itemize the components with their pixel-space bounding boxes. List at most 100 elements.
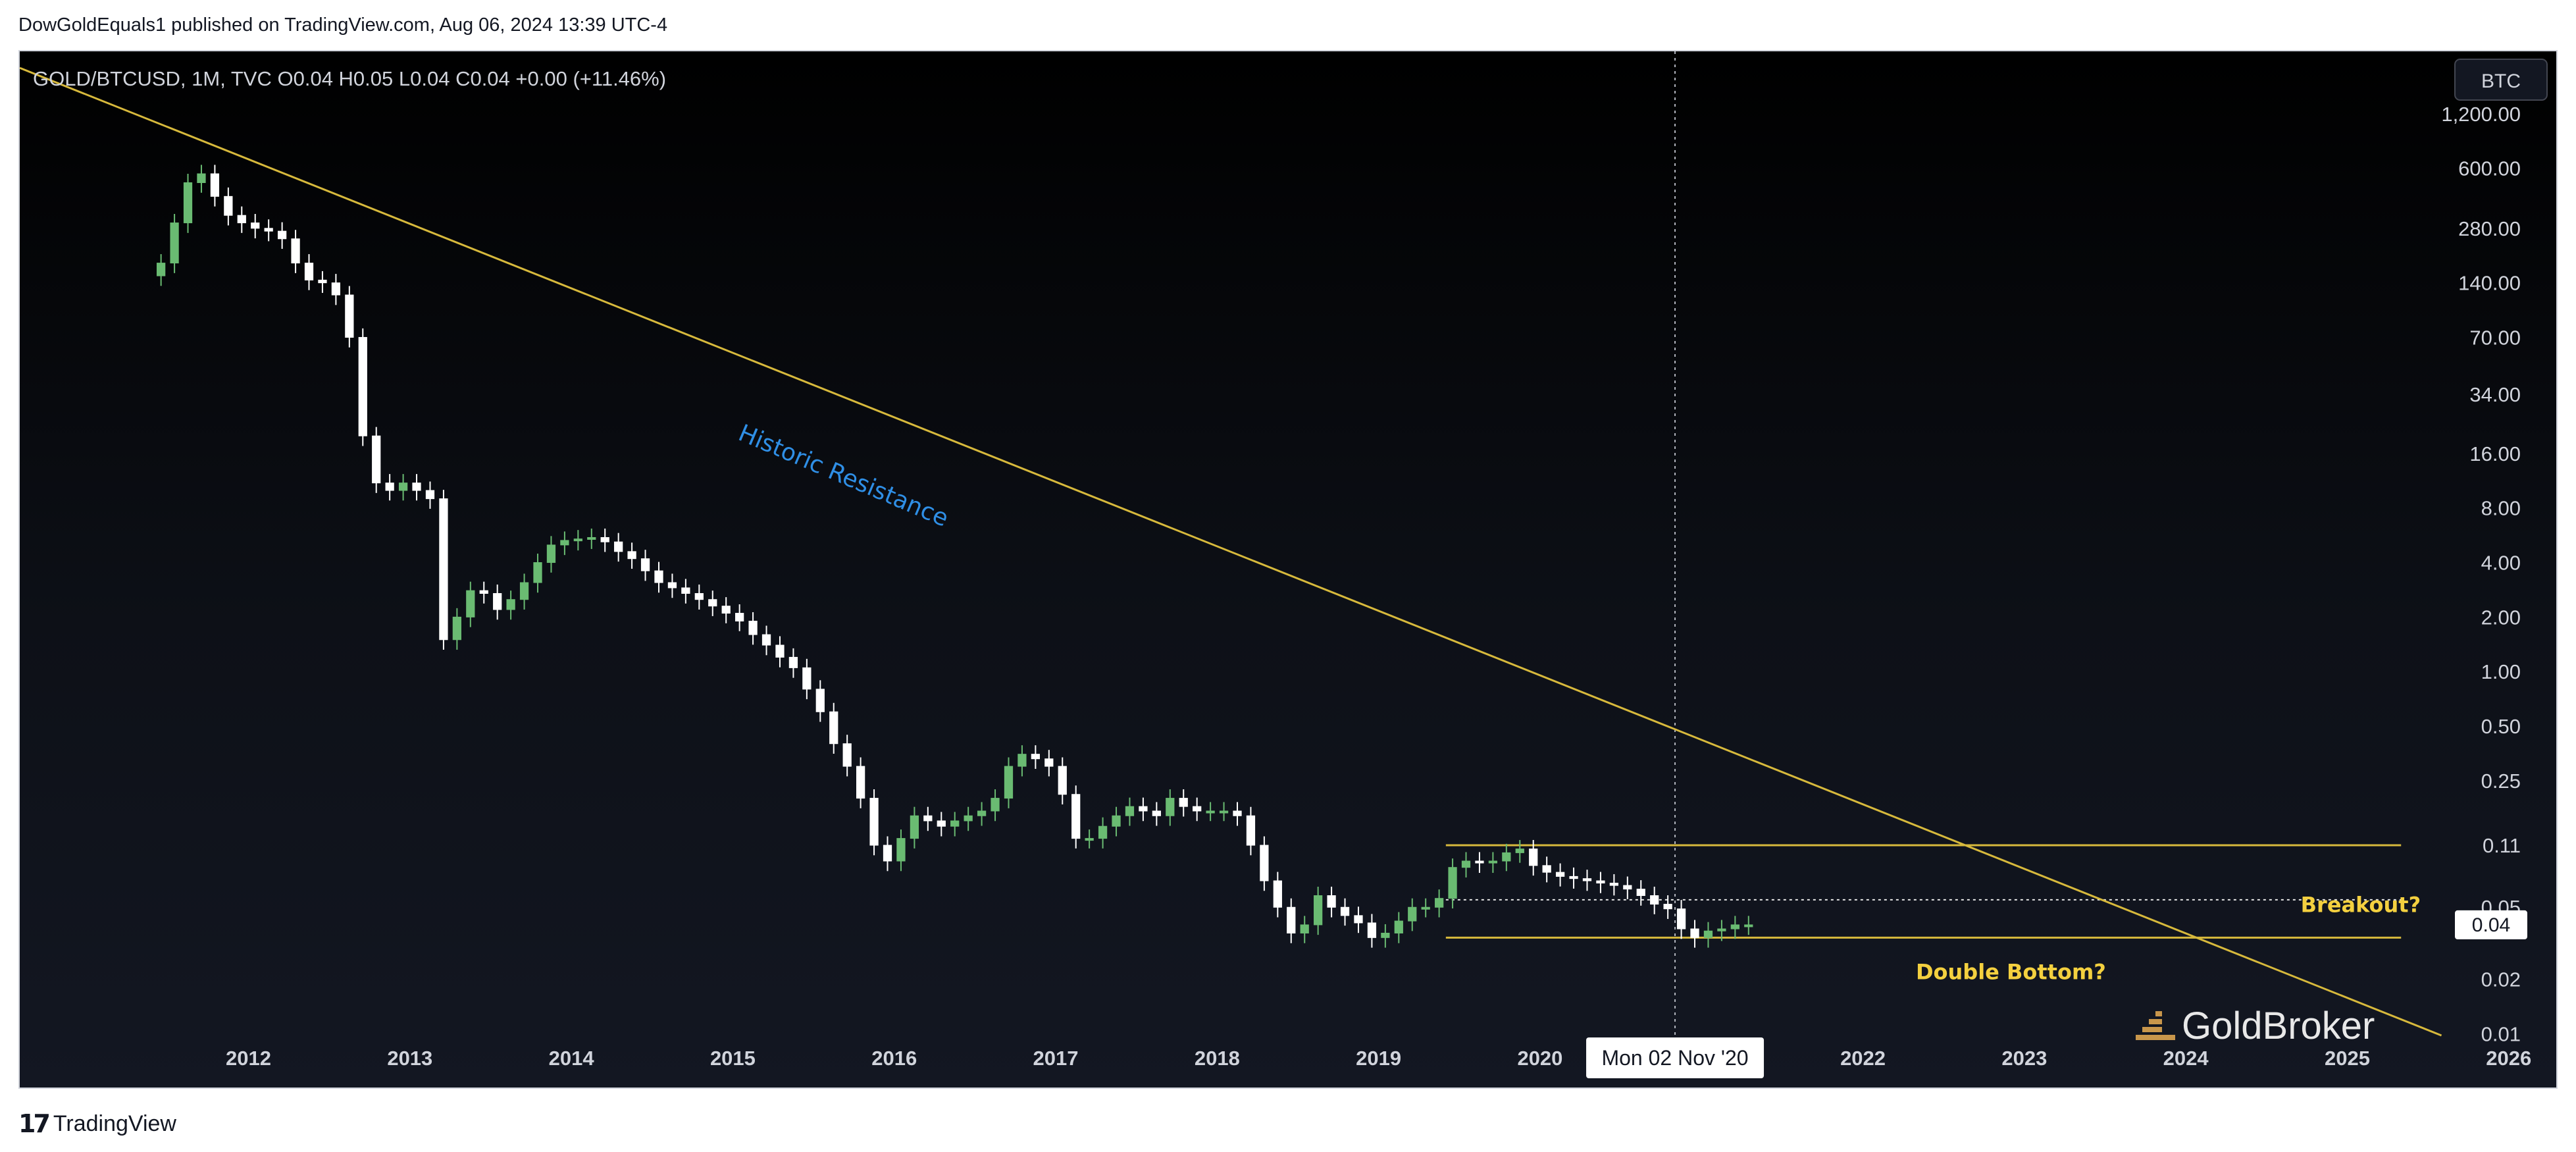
candle-body [1004, 766, 1014, 799]
candle-body [210, 173, 220, 197]
x-axis-tick-label: 2014 [549, 1047, 595, 1070]
x-axis-tick-label: 2017 [1033, 1047, 1079, 1070]
candle-body [910, 815, 919, 839]
candle-body [1502, 852, 1511, 862]
crosshair-date-label: Mon 02 Nov '20 [1601, 1046, 1748, 1070]
x-axis-tick-label: 2013 [387, 1047, 432, 1070]
goldbroker-watermark: GoldBroker [2136, 1005, 2375, 1047]
x-axis-tick-label: 2018 [1195, 1047, 1240, 1070]
candle-body [788, 656, 798, 668]
chart-annotation: Double Bottom? [1916, 960, 2106, 985]
candle-body [264, 228, 273, 232]
candle-body [304, 263, 314, 280]
candle-body [640, 558, 650, 571]
goldbroker-watermark-text: GoldBroker [2182, 1005, 2375, 1047]
x-axis-tick-label: 2012 [226, 1047, 271, 1070]
x-axis-tick-label: 2025 [2325, 1047, 2370, 1070]
candle-body [775, 644, 785, 658]
candle-body [1354, 915, 1363, 924]
y-axis-tick-label: 2.00 [2481, 606, 2521, 629]
candle-body [748, 621, 758, 635]
candle-body [1461, 860, 1471, 868]
candle-body [157, 263, 166, 276]
candle-body [977, 810, 987, 816]
candle-body [991, 798, 1000, 812]
candle-body [829, 711, 838, 745]
candle-body [923, 815, 933, 822]
candle-body [1219, 810, 1229, 814]
candle-body [1340, 906, 1350, 916]
candle-body [802, 667, 811, 690]
goldbroker-logo-bar-icon [2136, 1035, 2175, 1040]
candle-body [708, 599, 717, 607]
candle-body [1636, 889, 1645, 897]
candle-body [1058, 766, 1067, 795]
candle-body [614, 541, 623, 552]
tradingview-logo-icon: 17 [18, 1109, 51, 1138]
candle-body [1085, 838, 1094, 841]
x-axis-tick-label: 2022 [1840, 1047, 1886, 1070]
candle-body [1744, 924, 1753, 928]
candle-body [1582, 878, 1592, 881]
candle-body [1367, 922, 1377, 938]
candle-body [331, 282, 341, 296]
y-axis-tick-label: 140.00 [2458, 272, 2521, 295]
candle-body [694, 593, 704, 600]
candle-body [519, 582, 529, 600]
candle-body [627, 551, 636, 560]
currency-button-box [2454, 59, 2548, 101]
candle-body [1031, 754, 1041, 760]
goldbroker-logo-bar-icon [2142, 1027, 2162, 1032]
candle-body [1152, 810, 1161, 816]
candle-body [1246, 815, 1256, 846]
historic-resistance-trendline [20, 66, 2442, 1037]
candle-body [1408, 906, 1417, 922]
candle-body [1300, 924, 1309, 934]
candle-body [1676, 908, 1686, 929]
candle-body [358, 336, 367, 436]
candle-body [761, 634, 771, 646]
candle-body [237, 215, 246, 224]
candle-body [896, 838, 906, 862]
y-axis-tick-label: 0.25 [2481, 770, 2521, 793]
candle-body [721, 606, 731, 614]
candle-body [1515, 849, 1524, 853]
candle-body [506, 599, 515, 610]
y-axis-tick-label: 8.00 [2481, 497, 2521, 520]
candle-body [224, 196, 233, 216]
candle-body [937, 820, 946, 827]
y-axis-tick-label: 600.00 [2458, 157, 2521, 180]
chart-panel[interactable]: 2012201320142015201620172018201920202021… [18, 50, 2558, 1089]
candle-body [1179, 798, 1188, 807]
candle-body [1260, 845, 1269, 881]
candle-body [345, 294, 354, 338]
last-price-box [2455, 910, 2527, 939]
candle-body [1475, 860, 1484, 864]
y-axis-tick-label: 34.00 [2469, 383, 2521, 406]
candle-body [372, 435, 381, 484]
candle-body [170, 223, 179, 264]
y-axis-tick-label: 280.00 [2458, 217, 2521, 240]
candle-body [1098, 825, 1108, 839]
candle-body [600, 537, 609, 542]
candle-body [1287, 906, 1296, 934]
candle-body [546, 544, 556, 563]
candle-body [1018, 754, 1027, 767]
y-axis-tick-label: 0.50 [2481, 715, 2521, 738]
candle-body [1596, 880, 1605, 883]
price-chart[interactable]: 2012201320142015201620172018201920202021… [20, 51, 2556, 1087]
candle-body [197, 173, 206, 184]
candle-body [1394, 920, 1403, 934]
candle-body [291, 238, 300, 264]
candle-body [560, 540, 569, 546]
candle-body [1112, 815, 1121, 827]
goldbroker-logo-bar-icon [2149, 1019, 2162, 1024]
x-axis-tick-label: 2024 [2163, 1047, 2209, 1070]
candle-body [883, 845, 892, 862]
y-axis-tick-label: 4.00 [2481, 552, 2521, 575]
chart-annotation: Historic Resistance [734, 419, 952, 532]
y-axis-tick-label: 0.01 [2481, 1023, 2521, 1046]
candle-body [1663, 904, 1672, 910]
currency-button[interactable]: BTC [2454, 59, 2548, 101]
candle-body [1542, 865, 1551, 873]
